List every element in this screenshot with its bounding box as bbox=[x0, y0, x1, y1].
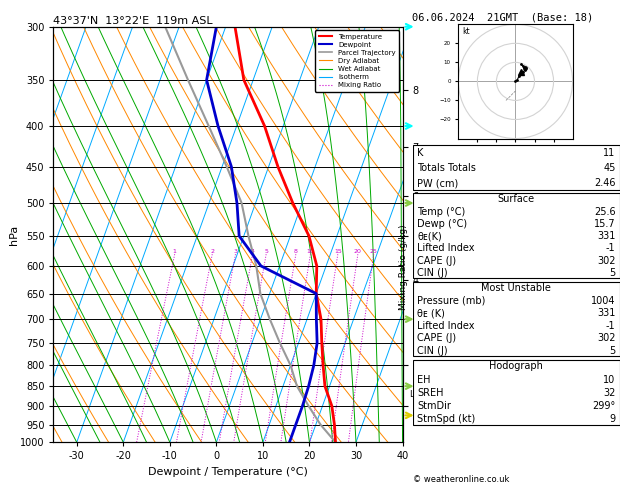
Text: 331: 331 bbox=[597, 308, 615, 318]
Text: Hodograph: Hodograph bbox=[489, 361, 543, 371]
Bar bbox=[413, 145, 620, 190]
Text: CAPE (J): CAPE (J) bbox=[418, 256, 457, 266]
Text: 06.06.2024  21GMT  (Base: 18): 06.06.2024 21GMT (Base: 18) bbox=[412, 12, 593, 22]
Text: K: K bbox=[418, 148, 424, 158]
Text: 2.46: 2.46 bbox=[594, 178, 615, 188]
Bar bbox=[413, 360, 620, 425]
Text: 5: 5 bbox=[610, 346, 615, 356]
Text: Lifted Index: Lifted Index bbox=[418, 321, 475, 331]
Text: 9: 9 bbox=[610, 414, 615, 424]
Text: Most Unstable: Most Unstable bbox=[481, 283, 552, 293]
Text: SREH: SREH bbox=[418, 388, 444, 398]
Text: 43°37'N  13°22'E  119m ASL: 43°37'N 13°22'E 119m ASL bbox=[53, 16, 213, 26]
Y-axis label: km
ASL: km ASL bbox=[426, 224, 444, 245]
Text: 11: 11 bbox=[603, 148, 615, 158]
Text: 302: 302 bbox=[597, 333, 615, 343]
Text: CIN (J): CIN (J) bbox=[418, 268, 448, 278]
Text: 299°: 299° bbox=[592, 401, 615, 411]
Text: 3: 3 bbox=[233, 249, 238, 254]
Text: 331: 331 bbox=[597, 231, 615, 242]
Text: 45: 45 bbox=[603, 163, 615, 173]
Text: PW (cm): PW (cm) bbox=[418, 178, 459, 188]
Text: 8: 8 bbox=[294, 249, 298, 254]
Text: 302: 302 bbox=[597, 256, 615, 266]
Text: θᴇ (K): θᴇ (K) bbox=[418, 308, 445, 318]
Text: Surface: Surface bbox=[498, 194, 535, 205]
Text: Mixing Ratio (g/kg): Mixing Ratio (g/kg) bbox=[399, 225, 408, 310]
Bar bbox=[413, 193, 620, 278]
Text: 5: 5 bbox=[264, 249, 268, 254]
Text: 10: 10 bbox=[306, 249, 314, 254]
Text: 20: 20 bbox=[354, 249, 362, 254]
Text: 15: 15 bbox=[334, 249, 342, 254]
Text: 4: 4 bbox=[250, 249, 255, 254]
Text: StmDir: StmDir bbox=[418, 401, 451, 411]
Text: -1: -1 bbox=[606, 321, 615, 331]
Text: 1: 1 bbox=[173, 249, 177, 254]
Legend: Temperature, Dewpoint, Parcel Trajectory, Dry Adiabat, Wet Adiabat, Isotherm, Mi: Temperature, Dewpoint, Parcel Trajectory… bbox=[315, 30, 399, 92]
Text: CIN (J): CIN (J) bbox=[418, 346, 448, 356]
Text: LCL: LCL bbox=[409, 390, 425, 399]
Text: kt: kt bbox=[462, 27, 470, 36]
Bar bbox=[413, 281, 620, 356]
Text: EH: EH bbox=[418, 375, 431, 385]
Text: 25.6: 25.6 bbox=[594, 207, 615, 217]
Text: StmSpd (kt): StmSpd (kt) bbox=[418, 414, 476, 424]
Text: 2: 2 bbox=[210, 249, 214, 254]
Text: 5: 5 bbox=[610, 268, 615, 278]
Text: Temp (°C): Temp (°C) bbox=[418, 207, 465, 217]
X-axis label: Dewpoint / Temperature (°C): Dewpoint / Temperature (°C) bbox=[148, 467, 308, 477]
Text: 32: 32 bbox=[603, 388, 615, 398]
Text: © weatheronline.co.uk: © weatheronline.co.uk bbox=[413, 474, 509, 484]
Text: -1: -1 bbox=[606, 243, 615, 254]
Y-axis label: hPa: hPa bbox=[9, 225, 18, 244]
Text: Pressure (mb): Pressure (mb) bbox=[418, 296, 486, 306]
Text: 1004: 1004 bbox=[591, 296, 615, 306]
Text: Totals Totals: Totals Totals bbox=[418, 163, 476, 173]
Text: θᴇ(K): θᴇ(K) bbox=[418, 231, 442, 242]
Text: 15.7: 15.7 bbox=[594, 219, 615, 229]
Text: Lifted Index: Lifted Index bbox=[418, 243, 475, 254]
Text: CAPE (J): CAPE (J) bbox=[418, 333, 457, 343]
Text: Dewp (°C): Dewp (°C) bbox=[418, 219, 467, 229]
Text: 25: 25 bbox=[370, 249, 377, 254]
Text: 10: 10 bbox=[603, 375, 615, 385]
